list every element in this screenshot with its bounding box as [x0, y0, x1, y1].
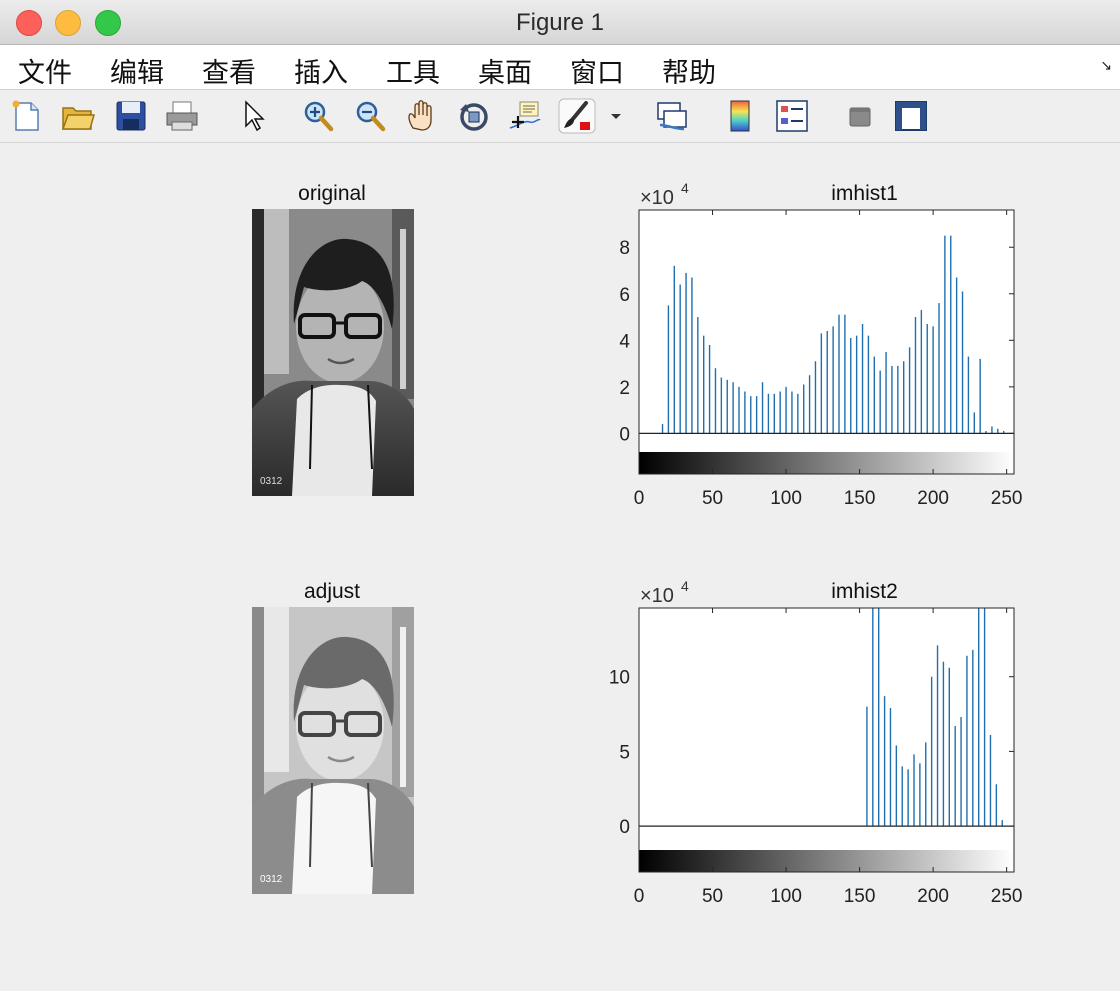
original-title: original	[298, 182, 366, 205]
window-title: Figure 1	[515, 9, 605, 36]
exponent-power: 4	[681, 578, 689, 594]
imhist1-chart: 0 2 4 6 8 0 50 100 150 200 250 imhist1 ×10 4	[619, 180, 1022, 509]
exponent-label: ×10	[640, 187, 674, 209]
y-tick-label: 4	[619, 331, 630, 352]
menu-window[interactable]: 窗口	[570, 58, 624, 89]
chart-title: imhist2	[831, 580, 898, 603]
x-tick-label: 200	[917, 488, 949, 509]
close-window-button[interactable]	[16, 10, 42, 36]
figure-canvas: original 0312 adjust	[0, 143, 1120, 986]
link-plot-icon[interactable]	[654, 98, 690, 134]
colorbar-icon[interactable]	[722, 98, 758, 134]
toolbar	[0, 90, 1120, 143]
grayscale-colorbar	[639, 850, 1014, 872]
menu-help[interactable]: 帮助	[662, 58, 716, 89]
y-tick-label: 0	[619, 424, 630, 445]
open-file-icon[interactable]	[60, 98, 96, 134]
zoom-out-icon[interactable]	[352, 98, 388, 134]
legend-icon[interactable]	[774, 98, 810, 134]
menu-edit[interactable]: 编辑	[110, 58, 164, 89]
x-tick-label: 150	[844, 488, 876, 509]
adjust-image: 0312	[252, 607, 414, 894]
x-tick-label: 100	[770, 488, 802, 509]
svg-text:0312: 0312	[260, 476, 283, 487]
original-image: 0312	[252, 209, 414, 496]
x-tick-label: 0	[634, 488, 645, 509]
exponent-power: 4	[681, 180, 689, 196]
x-tick-label: 150	[844, 886, 876, 907]
hide-plot-tools-icon[interactable]	[842, 98, 878, 134]
y-tick-label: 5	[619, 742, 630, 763]
x-tick-label: 50	[702, 886, 723, 907]
pan-hand-icon[interactable]	[404, 98, 440, 134]
new-figure-icon[interactable]	[8, 98, 44, 134]
y-tick-label: 10	[609, 668, 630, 689]
exponent-label: ×10	[640, 585, 674, 607]
menu-bar: 文件 编辑 查看 插入 工具 桌面 窗口 帮助 ↘	[0, 45, 1120, 90]
zoom-in-icon[interactable]	[300, 98, 336, 134]
menu-insert[interactable]: 插入	[294, 58, 348, 89]
y-tick-label: 6	[619, 285, 630, 306]
x-tick-label: 50	[702, 488, 723, 509]
axes-box	[638, 607, 1015, 873]
x-tick-label: 0	[634, 886, 645, 907]
data-cursor-icon[interactable]	[506, 98, 542, 134]
menu-view[interactable]: 查看	[202, 58, 256, 89]
rotate-3d-icon[interactable]	[456, 98, 492, 134]
x-tick-label: 200	[917, 886, 949, 907]
menu-file[interactable]: 文件	[18, 58, 72, 89]
plot-area	[639, 210, 1014, 452]
dock-arrow-icon[interactable]: ↘	[1100, 57, 1112, 73]
show-plot-tools-icon[interactable]	[893, 98, 929, 134]
y-tick-label: 8	[619, 238, 630, 259]
x-tick-label: 100	[770, 886, 802, 907]
x-tick-label: 250	[991, 488, 1023, 509]
title-bar: Figure 1	[0, 0, 1120, 45]
x-tick-label: 250	[991, 886, 1023, 907]
print-icon[interactable]	[164, 98, 200, 134]
svg-text:0312: 0312	[260, 874, 283, 885]
y-tick-label: 2	[619, 378, 630, 399]
axes-box	[638, 209, 1015, 475]
minimize-window-button[interactable]	[55, 10, 81, 36]
pointer-icon[interactable]	[236, 98, 272, 134]
y-tick-label: 0	[619, 817, 630, 838]
menu-tools[interactable]: 工具	[386, 58, 440, 89]
adjust-title: adjust	[304, 580, 360, 603]
brush-icon[interactable]	[558, 98, 598, 134]
zoom-window-button[interactable]	[95, 10, 121, 36]
grayscale-colorbar	[639, 452, 1014, 474]
save-icon[interactable]	[113, 98, 149, 134]
plot-area	[639, 608, 1014, 850]
chart-title: imhist1	[831, 182, 898, 205]
menu-desktop[interactable]: 桌面	[478, 58, 532, 89]
dropdown-arrow-icon[interactable]	[606, 98, 626, 134]
